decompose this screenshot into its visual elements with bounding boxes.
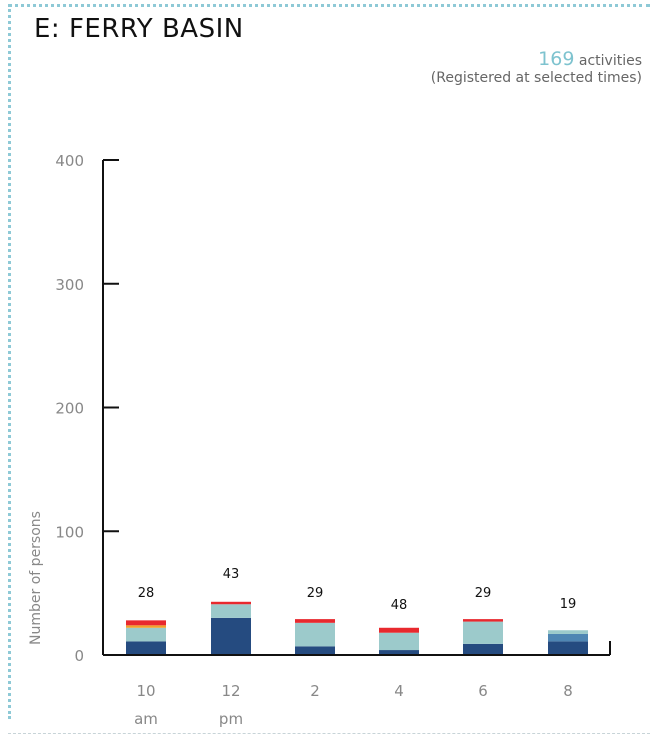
bar-total-label-12: 43	[223, 567, 240, 582]
y-tick-label-0: 0	[74, 647, 84, 665]
bar-segment-6-4	[463, 619, 503, 622]
x-tick-sublabel-am: am	[134, 710, 158, 728]
y-tick-label-300: 300	[55, 276, 84, 294]
registration-note: (Registered at selected times)	[430, 70, 642, 86]
bar-segment-12-0	[211, 617, 251, 655]
bar-segment-4-4	[379, 627, 419, 633]
bar-total-label-2: 29	[307, 586, 324, 601]
x-tick-label-10: 10	[136, 682, 155, 700]
chart-title: E: FERRY BASIN	[34, 14, 244, 44]
bar-segment-10-2	[126, 627, 166, 642]
bar-segment-10-0	[126, 641, 166, 655]
x-tick-sublabel-pm: pm	[219, 710, 243, 728]
bar-total-label-4: 48	[391, 598, 408, 613]
y-axis-label: Number of persons	[28, 511, 44, 645]
frame-bottom-border	[8, 733, 650, 734]
activities-count: 169	[538, 48, 575, 70]
x-tick-label-8: 8	[563, 682, 573, 700]
x-tick-label-6: 6	[478, 682, 488, 700]
y-tick-label-200: 200	[55, 400, 84, 418]
bar-total-label-8: 19	[560, 597, 577, 612]
bar-total-label-6: 29	[475, 586, 492, 601]
bar-segment-2-0	[295, 646, 335, 655]
bar-total-label-10: 28	[138, 586, 155, 601]
x-tick-label-12: 12	[221, 682, 240, 700]
bar-segment-8-0	[548, 641, 588, 655]
frame-top-border	[8, 4, 650, 7]
bar-segment-4-2	[379, 632, 419, 651]
x-tick-label-4: 4	[394, 682, 404, 700]
y-tick-label-100: 100	[55, 523, 84, 541]
bar-segment-6-2	[463, 621, 503, 644]
activities-label: activities	[578, 53, 642, 69]
bar-segment-12-4	[211, 601, 251, 605]
bar-segment-2-4	[295, 619, 335, 623]
bar-segment-8-2	[548, 630, 588, 634]
x-tick-label-2: 2	[310, 682, 320, 700]
bar-segment-10-3	[126, 625, 166, 628]
bar-segment-4-0	[379, 650, 419, 655]
bar-segment-12-2	[211, 604, 251, 618]
bar-segment-6-0	[463, 643, 503, 655]
bar-segment-10-4	[126, 620, 166, 626]
frame-left-border	[8, 4, 11, 719]
bar-segment-2-2	[295, 622, 335, 647]
y-tick-label-400: 400	[55, 152, 84, 170]
activities-summary: 169 activities (Registered at selected t…	[431, 50, 642, 87]
bar-segment-8-1	[548, 633, 588, 642]
